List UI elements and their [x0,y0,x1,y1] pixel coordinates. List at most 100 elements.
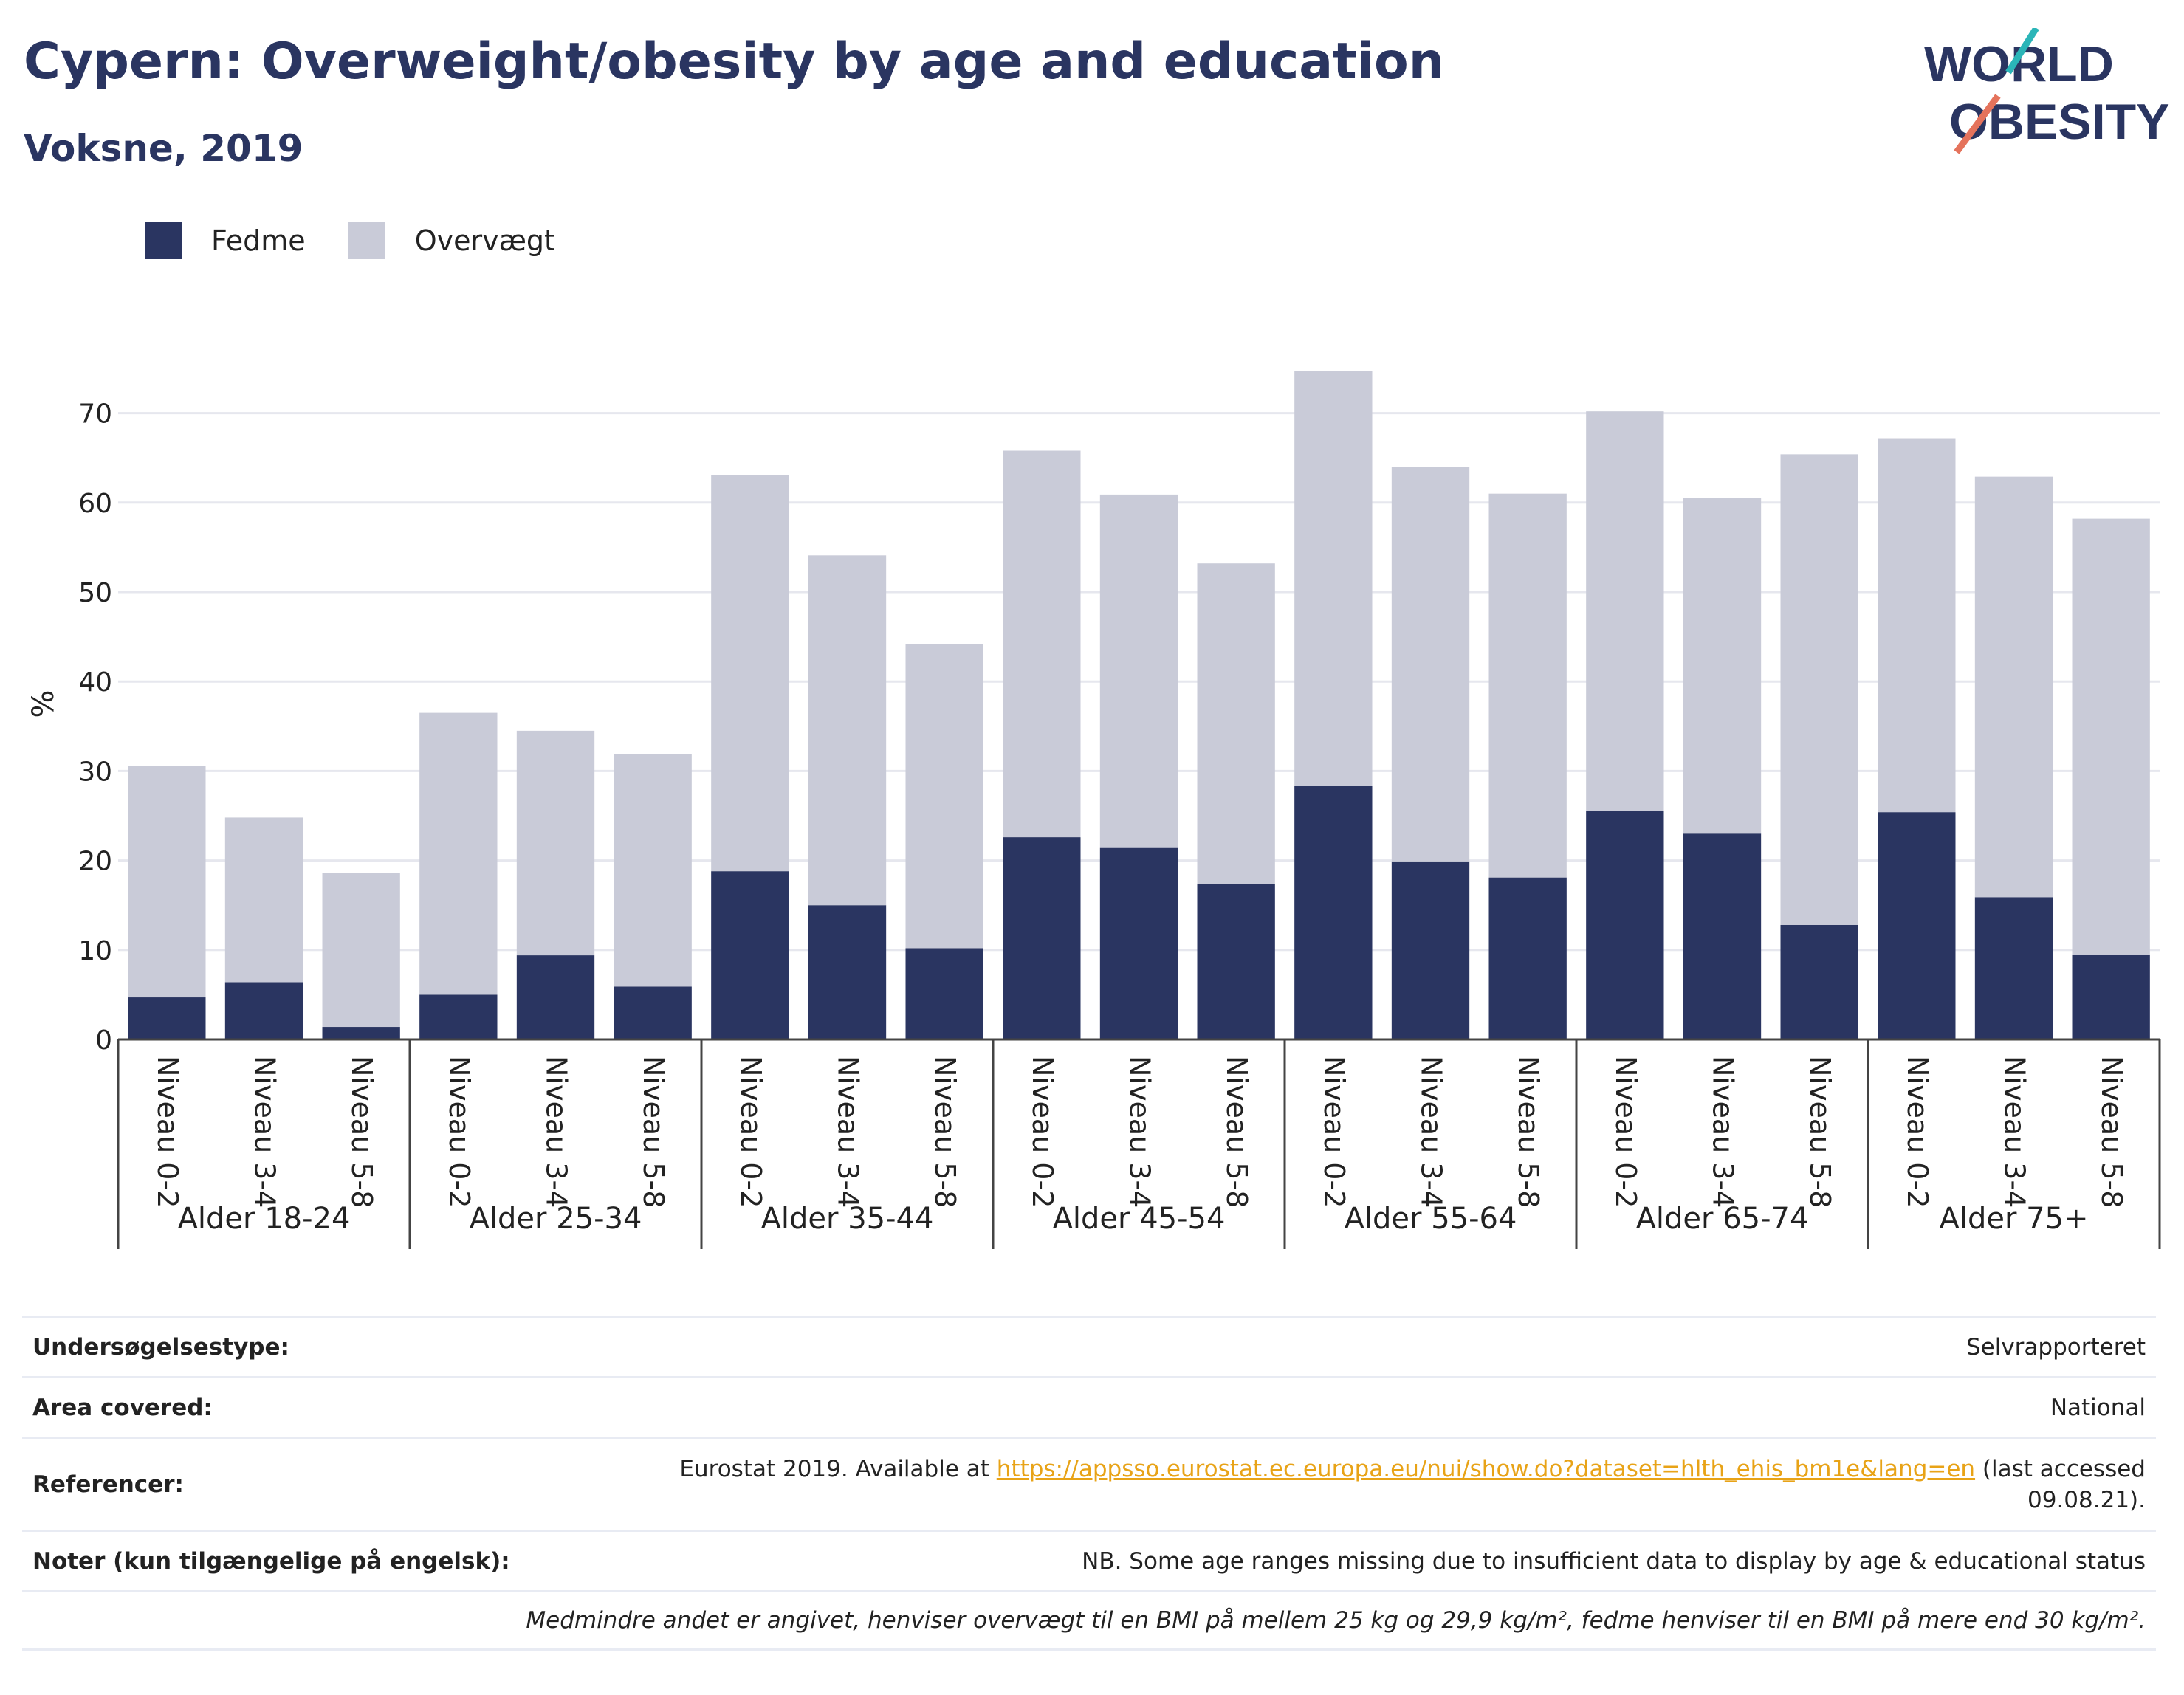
bar-fedme [1780,924,1858,1039]
info-table: Undersøgelsestype: Selvrapporteret Area … [22,1316,2156,1651]
logo-coral-slash [1954,94,2001,154]
x-category-label: Niveau 3-4 [540,1056,573,1208]
legend: Fedme Overvægt [145,220,598,261]
x-category-label: Niveau 3-4 [1707,1056,1740,1208]
bar-overvaegt [1391,467,1470,862]
bar-fedme [614,986,692,1039]
bar-fedme [516,955,595,1039]
info-key: Area covered: [32,1394,213,1421]
logo-line1: WORLD [1924,36,2114,92]
x-category-label: Niveau 0-2 [1026,1056,1059,1208]
bar-overvaegt [1099,494,1178,848]
y-tick-label: 30 [78,757,112,787]
x-group-label: Alder 25-34 [470,1202,642,1236]
legend-swatch-overvaegt [348,222,385,259]
bar-fedme [1099,848,1178,1039]
bar-fedme [224,982,303,1039]
info-value: National [2050,1394,2146,1421]
x-category-label: Niveau 3-4 [1124,1056,1156,1208]
bar-overvaegt [1003,450,1081,838]
info-key: Referencer: [32,1471,184,1498]
bar-fedme [419,994,498,1039]
bar-fedme [1197,884,1275,1039]
stacked-bar-chart: 0 10 20 30 40 50 60 70% Niveau 0-2 Niveau 3-4 Nive… [27,371,2161,1249]
bar-overvaegt [1294,371,1373,787]
info-key: Undersøgelsestype: [32,1333,289,1361]
x-category-label: Niveau 0-2 [735,1056,767,1208]
x-category-label: Niveau 5-8 [346,1056,378,1208]
info-row-footnote: Medmindre andet er angivet, henviser ove… [22,1590,2156,1651]
y-tick-label: 60 [78,489,112,519]
x-category-label: Niveau 0-2 [151,1056,184,1208]
footnote: Medmindre andet er angivet, henviser ove… [526,1607,2146,1634]
bar-fedme [808,905,887,1039]
bar-overvaegt [1974,476,2053,898]
x-category-label: Niveau 3-4 [832,1056,865,1208]
x-category-label: Niveau 5-8 [2095,1056,2128,1208]
x-category-label: Niveau 3-4 [249,1056,281,1208]
bar-fedme [128,997,206,1039]
bar-overvaegt [419,712,498,995]
chart-title: Cypern: Overweight/obesity by age and ed… [24,32,1445,91]
y-tick-label: 20 [78,847,112,877]
bar-overvaegt [808,555,887,906]
bar-overvaegt [128,766,206,998]
info-row-area-covered: Area covered: National [22,1376,2156,1437]
x-category-label: Niveau 5-8 [1512,1056,1545,1208]
x-category-label: Niveau 0-2 [1610,1056,1642,1208]
x-category-label: Niveau 0-2 [1901,1056,1934,1208]
bar-overvaegt [224,817,303,983]
x-group-label: Alder 75+ [1939,1202,2088,1236]
reference-line2: 09.08.21). [2027,1486,2146,1513]
bar-fedme [1003,837,1081,1039]
bar-fedme [1586,811,1664,1039]
bar-overvaegt [711,475,789,872]
x-category-label: Niveau 3-4 [1415,1056,1448,1208]
chart-subtitle: Voksne, 2019 [24,127,303,170]
bar-fedme [2072,954,2150,1039]
bar-overvaegt [614,754,692,987]
x-group-label: Alder 35-44 [761,1202,934,1236]
reference-prefix: Eurostat 2019. Available at [679,1455,997,1482]
bar-overvaegt [1586,411,1664,811]
x-group-label: Alder 18-24 [178,1202,351,1236]
x-category-label: Niveau 5-8 [637,1056,670,1208]
bar-overvaegt [1780,454,1858,925]
info-value: NB. Some age ranges missing due to insuf… [1082,1547,2146,1575]
world-obesity-logo: WORLD OBESITY [1924,28,2170,154]
legend-swatch-fedme [145,222,182,259]
y-tick-label: 40 [78,667,112,698]
bar-fedme [1683,833,1762,1039]
x-category-label: Niveau 3-4 [1999,1056,2031,1208]
x-category-label: Niveau 5-8 [1804,1056,1836,1208]
x-category-label: Niveau 0-2 [443,1056,475,1208]
x-group-label: Alder 45-54 [1053,1202,1226,1236]
bar-overvaegt [1488,493,1567,878]
legend-item-overvaegt[interactable]: Overvægt [348,222,555,259]
legend-item-fedme[interactable]: Fedme [145,222,306,259]
bar-overvaegt [516,730,595,956]
bar-overvaegt [905,644,983,949]
bar-overvaegt [2072,518,2150,955]
x-group-label: Alder 65-74 [1636,1202,1809,1236]
bar-fedme [1294,786,1373,1039]
y-tick-label: 10 [78,936,112,966]
y-axis-label: % [27,690,61,718]
y-tick-label: 70 [78,399,112,430]
x-group-label: Alder 55-64 [1345,1202,1517,1236]
x-category-label: Niveau 5-8 [929,1056,961,1208]
bar-fedme [1391,861,1470,1039]
info-row-notes: Noter (kun tilgængelige på engelsk): NB.… [22,1530,2156,1590]
info-row-survey-type: Undersøgelsestype: Selvrapporteret [22,1316,2156,1376]
bar-overvaegt [1878,438,1956,813]
y-tick-label: 50 [78,578,112,608]
reference-suffix: (last accessed [1975,1455,2146,1482]
reference-link[interactable]: https://appsso.eurostat.ec.europa.eu/nui… [996,1455,1976,1482]
bar-fedme [905,948,983,1039]
bar-fedme [1878,812,1956,1039]
info-value: Selvrapporteret [1965,1333,2146,1361]
bar-overvaegt [1683,498,1762,834]
legend-label-overvaegt: Overvægt [414,224,555,257]
bar-fedme [322,1027,400,1039]
bar-overvaegt [1197,563,1275,884]
